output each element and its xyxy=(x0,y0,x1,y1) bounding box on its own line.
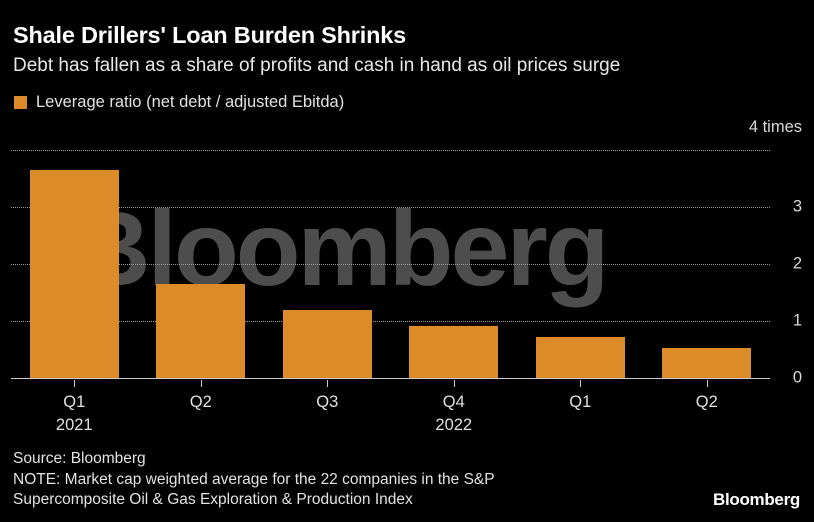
bar-Q2-1[interactable] xyxy=(156,283,246,378)
chart-legend: Leverage ratio (net debt / adjusted Ebit… xyxy=(14,93,344,112)
x-axis-label-1: Q2 xyxy=(189,393,212,411)
x-axis-tick-3 xyxy=(453,380,455,387)
x-axis: Q1 2021 Q2 Q3 Q4 2022 Q1 Q2 xyxy=(0,380,814,442)
x-axis-label-2: Q3 xyxy=(316,393,339,411)
legend-swatch-icon xyxy=(14,96,27,109)
x-axis-tick-1 xyxy=(200,380,202,387)
gridline-4 xyxy=(11,150,770,151)
footer-notes: Source: Bloomberg NOTE: Market cap weigh… xyxy=(13,449,495,511)
y-axis-tick-1: 1 xyxy=(792,311,802,330)
bar-Q3-2[interactable] xyxy=(282,310,372,378)
bar-series xyxy=(0,118,814,380)
x-axis-tick-4 xyxy=(580,380,582,387)
bar-Q1-0[interactable] xyxy=(29,169,119,378)
y-axis-unit-label: 4 times xyxy=(748,118,802,136)
x-axis-tick-0 xyxy=(74,380,76,387)
x-axis-tick-2 xyxy=(327,380,329,387)
footer-source: Source: Bloomberg xyxy=(13,450,146,467)
page-title: Shale Drillers' Loan Burden Shrinks xyxy=(13,22,406,48)
page-subtitle: Debt has fallen as a share of profits an… xyxy=(13,55,621,76)
gridline-2 xyxy=(11,264,770,265)
y-axis-tick-3: 3 xyxy=(792,197,802,216)
footer-note-line-2: Supercomposite Oil & Gas Exploration & P… xyxy=(13,491,413,508)
x-axis-baseline xyxy=(11,378,770,379)
gridline-3 xyxy=(11,207,770,208)
y-axis-tick-2: 2 xyxy=(792,254,802,273)
x-axis-label-3: Q4 2022 xyxy=(435,393,473,434)
x-axis-label-5: Q2 xyxy=(695,393,718,411)
bar-Q2-5[interactable] xyxy=(662,347,752,378)
x-axis-label-4: Q1 xyxy=(569,393,592,411)
x-axis-year-3: 2022 xyxy=(435,416,473,434)
legend-series-label: Leverage ratio (net debt / adjusted Ebit… xyxy=(36,93,345,111)
bloomberg-logo: Bloomberg xyxy=(712,490,800,509)
bar-Q4-3[interactable] xyxy=(409,326,499,378)
x-axis-tick-5 xyxy=(706,380,708,387)
x-axis-label-0: Q1 2021 xyxy=(55,393,93,434)
x-axis-year-0: 2021 xyxy=(55,416,93,434)
y-axis-tick-0: 0 xyxy=(792,368,802,387)
bar-Q1-4[interactable] xyxy=(535,336,625,378)
gridline-1 xyxy=(11,321,770,322)
footer-note-line-1: NOTE: Market cap weighted average for th… xyxy=(13,470,495,488)
